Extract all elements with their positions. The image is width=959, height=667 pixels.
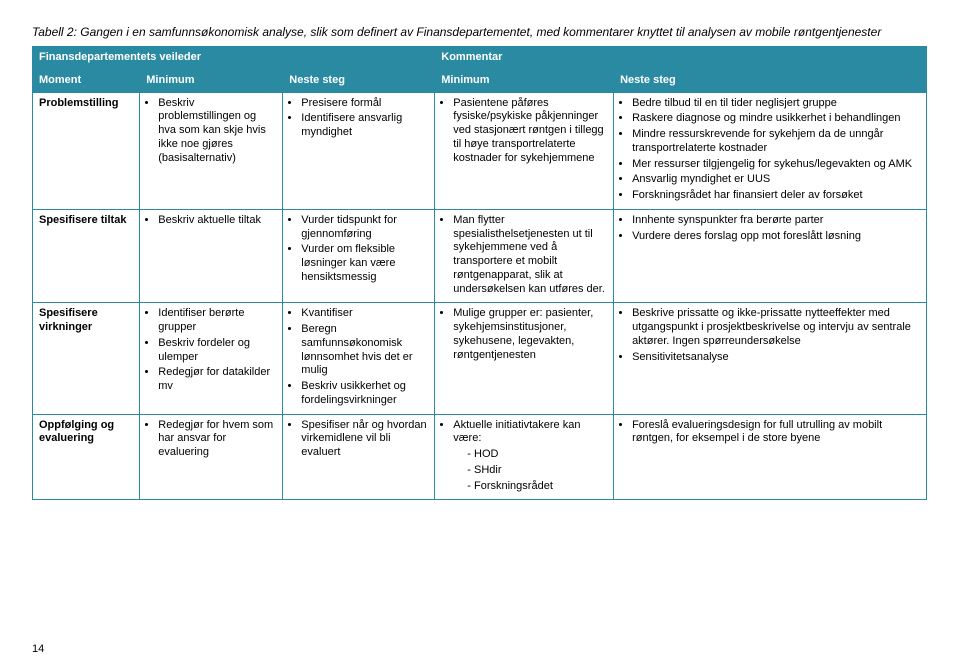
list-item: Kvantifiser [301, 307, 428, 321]
list-item: Pasientene påføres fysiske/psykiske påkj… [453, 97, 607, 166]
list-item: Spesifiser når og hvordan virkemidlene v… [301, 419, 428, 460]
cell-neste-1: Vurder tidspunkt for gjennomføringVurder… [283, 209, 435, 303]
list-item: Beregn samfunnsøkonomisk lønnsomhet hvis… [301, 323, 428, 378]
list-item: Bedre tilbud til en til tider neglisjert… [632, 97, 920, 111]
list-item: Vurdere deres forslag opp mot foreslått … [632, 230, 920, 244]
table-row: Spesifisere tiltak Beskriv aktuelle tilta… [33, 209, 927, 303]
list-subitem: SHdir [467, 464, 607, 478]
list-item: Redegjør for hvem som har ansvar for eva… [158, 419, 276, 460]
col-neste-1: Neste steg [283, 69, 435, 92]
cell-neste-2: Innhente synspunkter fra berørte parter V… [614, 209, 927, 303]
cell-minimum-1: Beskriv problemstillingen og hva som kan… [140, 92, 283, 209]
list-item: Vurder om fleksible løsninger kan være h… [301, 243, 428, 284]
list-item: Redegjør for datakilder mv [158, 366, 276, 394]
table-row: Spesifisere virkningerIdentifiser berørt… [33, 303, 927, 414]
list-item: Mulige grupper er: pasienter, sykehjemsi… [453, 307, 607, 362]
list-item: Forskningsrådet har finansiert deler av … [632, 189, 920, 203]
section-header-left: Finansdepartementets veileder [33, 47, 435, 70]
list-item: Foreslå evalueringsdesign for full utrul… [632, 419, 920, 447]
table-row: Oppfølging og evaluering Redegjør for hve… [33, 414, 927, 500]
cell-neste-1: Kvantifiser Beregn samfunnsøkonomisk lønn… [283, 303, 435, 414]
list-item: Beskrive prissatte og ikke-prissatte nyt… [632, 307, 920, 348]
table-caption: Tabell 2: Gangen i en samfunnsøkonomisk … [32, 24, 927, 40]
col-minimum-2: Minimum [435, 69, 614, 92]
list-item: Beskriv fordeler og ulemper [158, 337, 276, 365]
cell-minimum-1: Identifiser berørte grupperBeskriv forde… [140, 303, 283, 414]
col-minimum-1: Minimum [140, 69, 283, 92]
row-moment: Oppfølging og evaluering [33, 414, 140, 500]
list-item: Raskere diagnose og mindre usikkerhet i … [632, 112, 920, 126]
section-header-row: Finansdepartementets veileder Kommentar [33, 47, 927, 70]
cell-minimum-1: Beskriv aktuelle tiltak [140, 209, 283, 303]
list-item: Mer ressurser tilgjengelig for sykehus/l… [632, 158, 920, 172]
list-item: Vurder tidspunkt for gjennomføring [301, 214, 428, 242]
table-body: Problemstilling Beskriv problemstillingen… [33, 92, 927, 500]
cell-minimum-2: Pasientene påføres fysiske/psykiske påkj… [435, 92, 614, 209]
list-item: Innhente synspunkter fra berørte parter [632, 214, 920, 228]
list-item: Mindre ressurskrevende for sykehjem da d… [632, 128, 920, 156]
cell-minimum-2: Mulige grupper er: pasienter, sykehjemsi… [435, 303, 614, 414]
cell-minimum-2: Aktuelle initiativtakere kan være:HODSHd… [435, 414, 614, 500]
page-number: 14 [32, 643, 44, 655]
col-moment: Moment [33, 69, 140, 92]
cell-neste-2: Foreslå evalueringsdesign for full utrul… [614, 414, 927, 500]
section-header-right: Kommentar [435, 47, 927, 70]
column-header-row: Moment Minimum Neste steg Minimum Neste … [33, 69, 927, 92]
row-moment: Problemstilling [33, 92, 140, 209]
cell-neste-1: Spesifiser når og hvordan virkemidlene v… [283, 414, 435, 500]
cell-minimum-2: Man flytter spesialisthelsetjenesten ut … [435, 209, 614, 303]
list-item: Beskriv aktuelle tiltak [158, 214, 276, 228]
analysis-table: Finansdepartementets veileder Kommentar … [32, 46, 927, 500]
cell-neste-2: Bedre tilbud til en til tider neglisjert… [614, 92, 927, 209]
table-row: Problemstilling Beskriv problemstillingen… [33, 92, 927, 209]
list-subitem: HOD [467, 448, 607, 462]
cell-neste-2: Beskrive prissatte og ikke-prissatte nyt… [614, 303, 927, 414]
col-neste-2: Neste steg [614, 69, 927, 92]
list-subitem: Forskningsrådet [467, 480, 607, 494]
list-item: Identifiser berørte grupper [158, 307, 276, 335]
list-item: Ansvarlig myndighet er UUS [632, 173, 920, 187]
list-item: Identifisere ansvarlig myndighet [301, 112, 428, 140]
cell-minimum-1: Redegjør for hvem som har ansvar for eva… [140, 414, 283, 500]
list-item: Aktuelle initiativtakere kan være:HODSHd… [453, 419, 607, 494]
list-item: Sensitivitetsanalyse [632, 351, 920, 365]
row-moment: Spesifisere virkninger [33, 303, 140, 414]
list-item: Man flytter spesialisthelsetjenesten ut … [453, 214, 607, 297]
list-item: Beskriv usikkerhet og fordelingsvirkning… [301, 380, 428, 408]
list-item: Beskriv problemstillingen og hva som kan… [158, 97, 276, 166]
list-item: Presisere formål [301, 97, 428, 111]
cell-neste-1: Presisere formålIdentifisere ansvarlig m… [283, 92, 435, 209]
row-moment: Spesifisere tiltak [33, 209, 140, 303]
